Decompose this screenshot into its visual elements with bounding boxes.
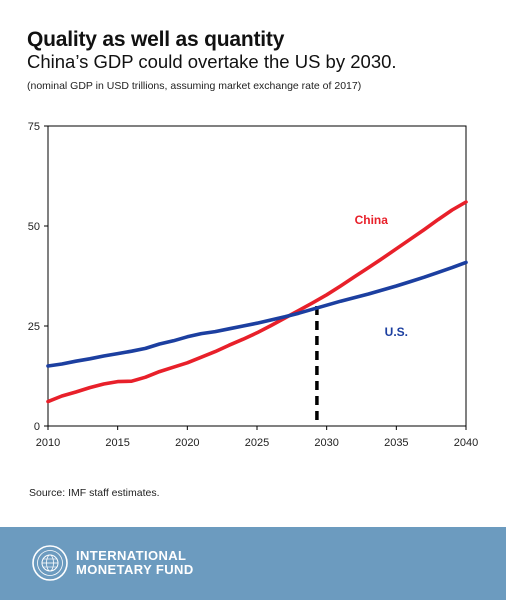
y-tick-label: 25	[28, 321, 40, 333]
chart-subtitle: China’s GDP could overtake the US by 203…	[27, 51, 397, 72]
y-tick-label: 0	[34, 421, 40, 433]
imf-seal-icon	[32, 545, 68, 581]
series-line-us	[46, 260, 468, 368]
gdp-line-chart: 2010 2015 2020 2025 2030 2035 2040 0 25 50 75 Chin…	[28, 121, 478, 449]
x-tick-label: 2040	[454, 437, 478, 449]
y-tick-label: 75	[28, 121, 40, 133]
x-tick-label: 2030	[314, 437, 338, 449]
series-line-china	[46, 200, 468, 404]
chart-note: (nominal GDP in USD trillions, assuming …	[27, 80, 362, 92]
x-tick-label: 2020	[175, 437, 199, 449]
x-tick-label: 2015	[105, 437, 129, 449]
org-name: INTERNATIONAL MONETARY FUND	[76, 549, 194, 577]
imf-footer: INTERNATIONAL MONETARY FUND	[0, 527, 506, 600]
x-tick-label: 2025	[245, 437, 269, 449]
series-label-china: China	[355, 213, 389, 227]
org-name-line2: MONETARY FUND	[76, 562, 194, 577]
y-tick-label: 50	[28, 221, 40, 233]
x-tick-label: 2035	[384, 437, 408, 449]
series-label-us: U.S.	[385, 325, 408, 339]
x-tick-label: 2010	[36, 437, 60, 449]
org-name-line1: INTERNATIONAL	[76, 548, 187, 563]
chart-title: Quality as well as quantity	[27, 28, 285, 51]
source-note: Source: IMF staff estimates.	[29, 487, 160, 499]
